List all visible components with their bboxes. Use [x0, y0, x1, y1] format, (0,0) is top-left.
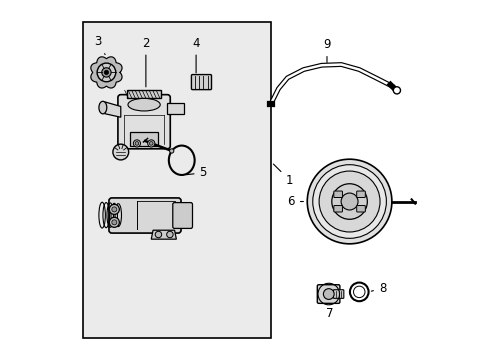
Circle shape [112, 220, 117, 225]
Bar [129, 132, 158, 146]
FancyBboxPatch shape [118, 95, 170, 149]
Text: 6: 6 [287, 195, 303, 208]
FancyBboxPatch shape [333, 206, 342, 212]
Circle shape [312, 165, 386, 238]
FancyBboxPatch shape [317, 285, 339, 303]
Text: 9: 9 [323, 38, 330, 63]
Text: 5: 5 [186, 166, 206, 179]
Ellipse shape [128, 98, 160, 111]
Circle shape [306, 159, 391, 244]
Circle shape [166, 231, 173, 238]
Text: 3: 3 [94, 35, 105, 55]
Circle shape [109, 204, 119, 215]
FancyBboxPatch shape [191, 75, 211, 90]
FancyBboxPatch shape [356, 206, 365, 212]
Circle shape [169, 149, 174, 153]
Circle shape [353, 286, 364, 298]
Circle shape [135, 141, 139, 145]
Bar [83, 22, 271, 338]
Circle shape [155, 231, 162, 238]
Circle shape [149, 141, 153, 145]
FancyBboxPatch shape [333, 290, 343, 298]
Circle shape [331, 184, 366, 219]
Circle shape [112, 207, 117, 212]
FancyBboxPatch shape [356, 191, 365, 198]
FancyBboxPatch shape [109, 198, 181, 233]
Circle shape [392, 87, 400, 94]
Polygon shape [167, 103, 183, 114]
Circle shape [113, 144, 128, 160]
Text: 8: 8 [370, 282, 386, 295]
Polygon shape [91, 57, 122, 88]
Circle shape [323, 289, 333, 300]
FancyBboxPatch shape [333, 191, 342, 198]
Circle shape [147, 140, 155, 147]
Text: 4: 4 [192, 36, 200, 73]
Bar [126, 90, 161, 98]
Ellipse shape [99, 101, 106, 114]
Polygon shape [104, 102, 121, 117]
Circle shape [319, 171, 379, 232]
FancyBboxPatch shape [172, 203, 192, 228]
Circle shape [341, 193, 357, 210]
Polygon shape [151, 230, 176, 239]
Circle shape [102, 68, 111, 77]
Circle shape [133, 140, 140, 147]
Text: 7: 7 [325, 303, 332, 320]
Text: 1: 1 [273, 164, 293, 186]
Circle shape [109, 217, 119, 227]
Circle shape [97, 63, 116, 82]
Circle shape [104, 70, 108, 75]
Text: 2: 2 [142, 36, 149, 87]
